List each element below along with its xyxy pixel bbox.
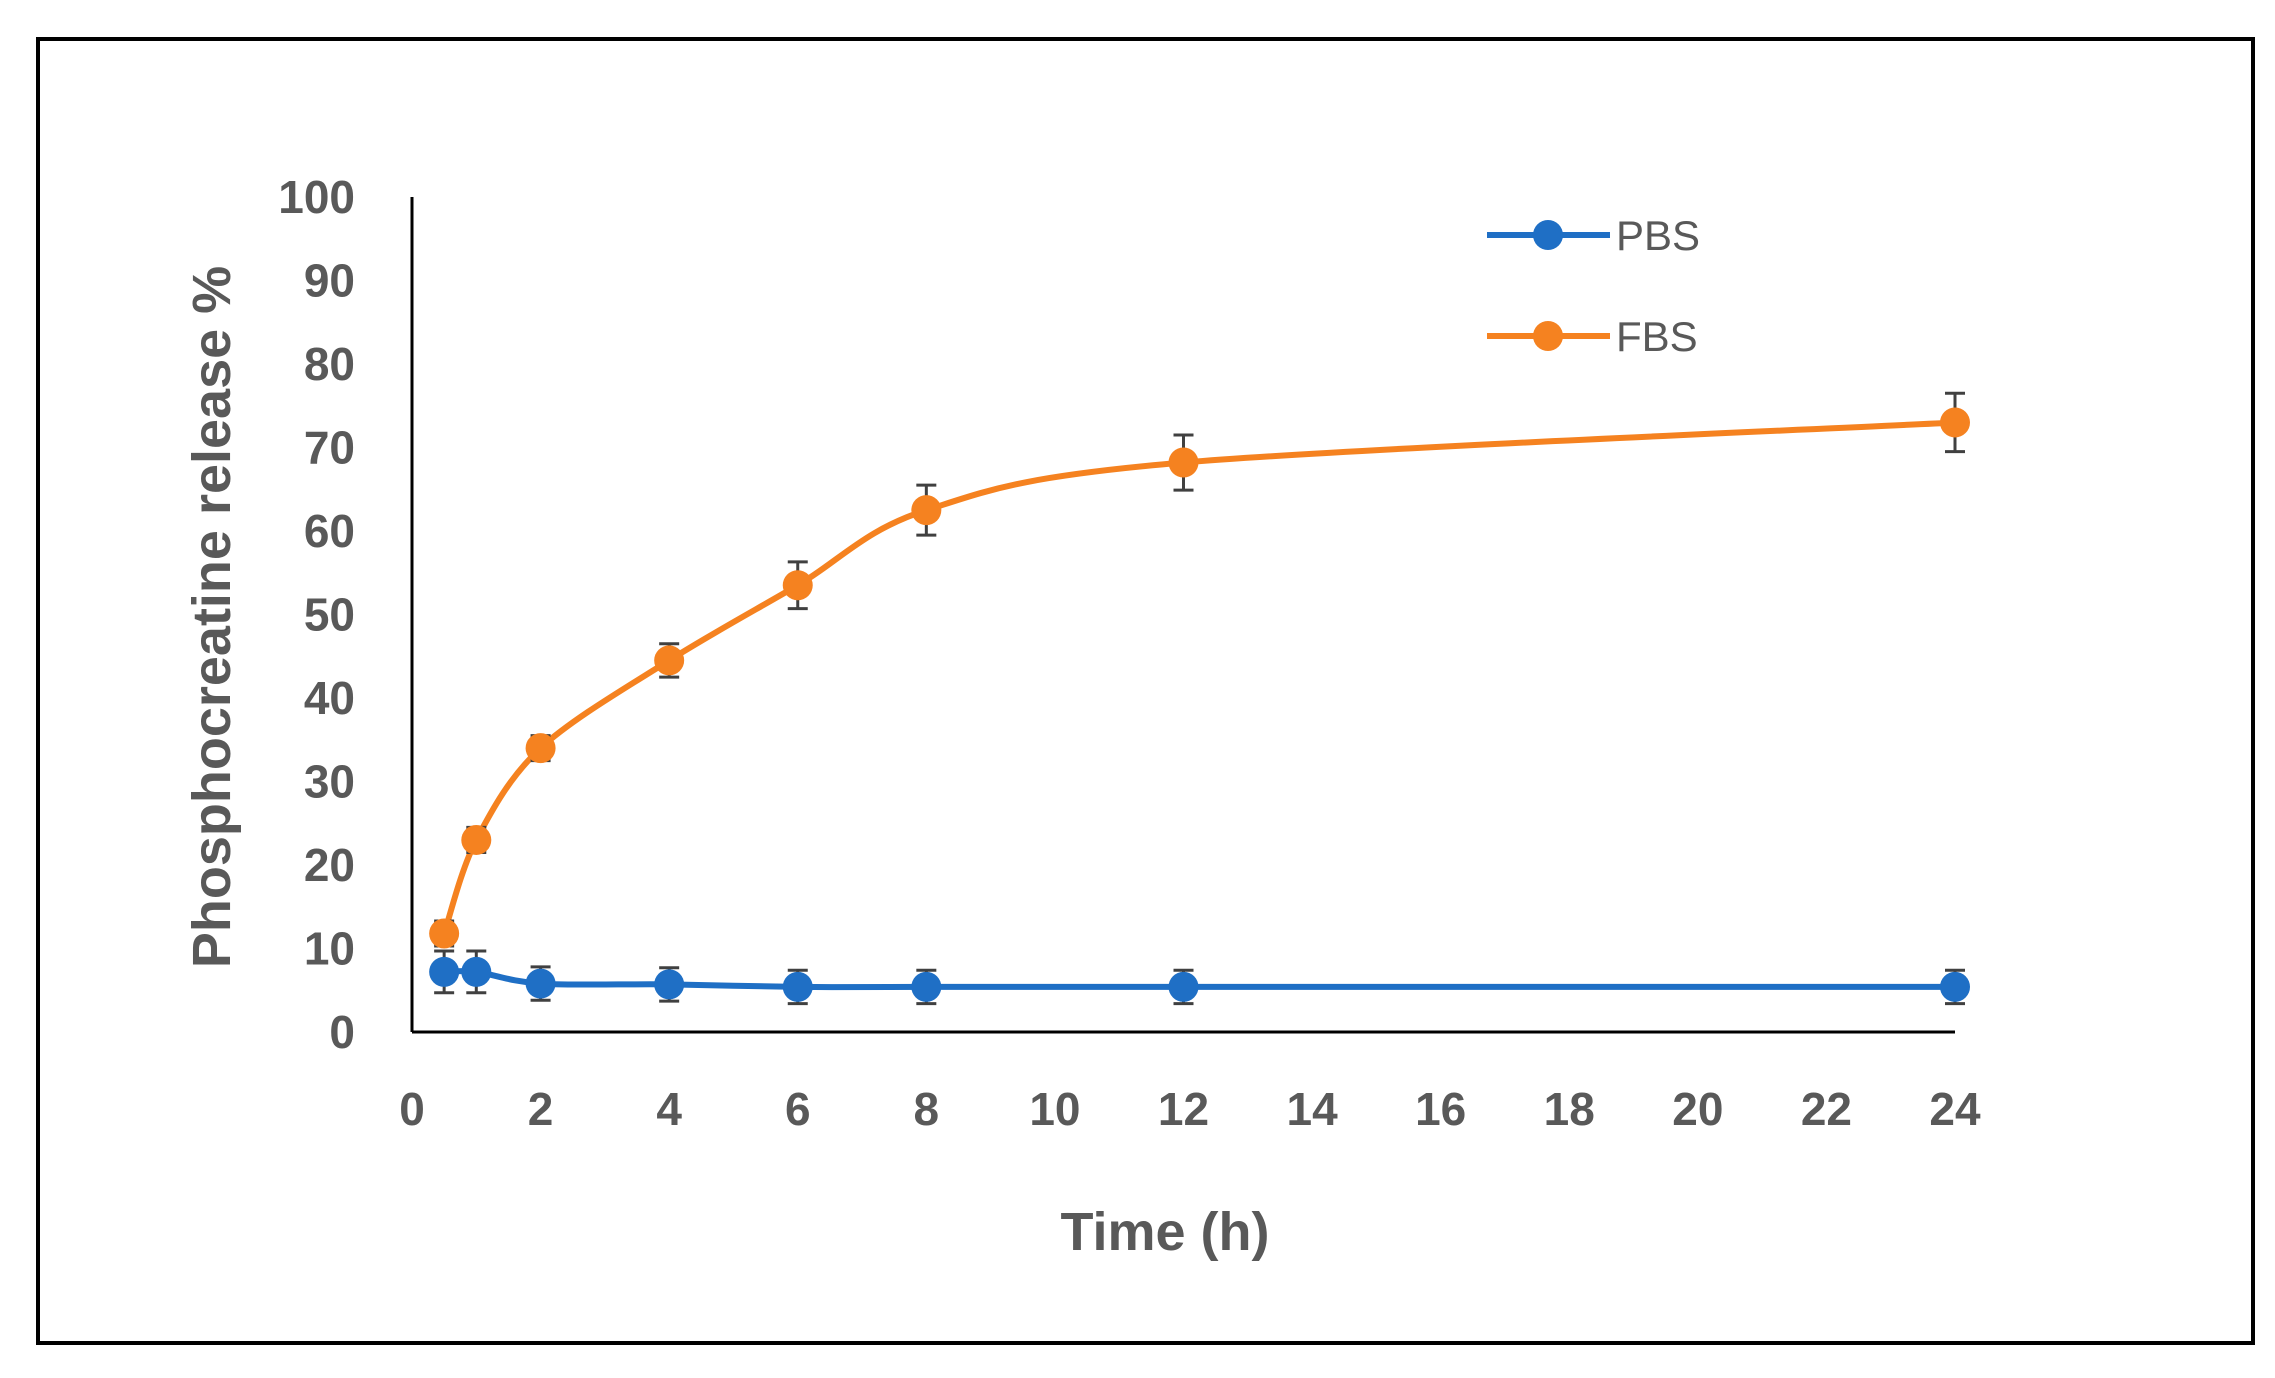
- pbs-data-point: [654, 969, 685, 1000]
- y-tick-label: 80: [304, 338, 355, 390]
- x-tick-label: 14: [1286, 1083, 1338, 1135]
- fbs-data-point: [1168, 447, 1199, 478]
- fbs-data-point: [429, 918, 460, 949]
- legend-swatch-marker: [1533, 220, 1563, 250]
- pbs-data-point: [525, 968, 556, 999]
- x-tick-label: 12: [1158, 1083, 1209, 1135]
- fbs-series-line: [441, 419, 1956, 935]
- pbs-data-point: [911, 971, 942, 1002]
- y-tick-labels: 0 10 20 30 40 50 60 70 80 90 100: [278, 171, 355, 1058]
- x-tick-label: 4: [656, 1083, 682, 1135]
- legend-item-fbs: FBS: [1487, 313, 1698, 360]
- fbs-data-point: [461, 824, 492, 855]
- y-tick-label: 20: [304, 839, 355, 891]
- y-tick-label: 30: [304, 756, 355, 808]
- x-tick-labels: 0 2 4 6 8 10 12 14 16 18 20 22 24: [399, 1083, 1981, 1135]
- x-tick-label: 0: [399, 1083, 425, 1135]
- legend-swatch-marker: [1533, 321, 1563, 351]
- legend: PBS FBS: [1487, 212, 1700, 360]
- pbs-series-points: [429, 949, 1970, 1006]
- x-tick-label: 2: [528, 1083, 554, 1135]
- y-tick-label: 10: [304, 923, 355, 975]
- x-tick-label: 6: [785, 1083, 811, 1135]
- x-tick-label: 8: [914, 1083, 940, 1135]
- x-tick-label: 18: [1544, 1083, 1595, 1135]
- y-tick-label: 0: [329, 1006, 355, 1058]
- y-tick-label: 40: [304, 672, 355, 724]
- x-tick-label: 20: [1672, 1083, 1723, 1135]
- pbs-data-point: [1168, 971, 1199, 1002]
- x-axis-title: Time (h): [1060, 1202, 1269, 1262]
- legend-item-pbs: PBS: [1487, 212, 1700, 259]
- pbs-data-point: [461, 956, 492, 987]
- legend-label: PBS: [1616, 212, 1700, 259]
- x-tick-label: 24: [1929, 1083, 1981, 1135]
- pbs-data-point: [782, 971, 813, 1002]
- y-tick-label: 70: [304, 422, 355, 474]
- figure-border: [36, 37, 2255, 1345]
- y-tick-label: 90: [304, 255, 355, 307]
- fbs-data-point: [654, 645, 685, 676]
- y-axis-title: Phosphocreatine release %: [182, 266, 242, 968]
- x-tick-label: 16: [1415, 1083, 1466, 1135]
- fbs-data-point: [525, 733, 556, 764]
- series-layer: [429, 391, 1970, 1006]
- pbs-data-point: [1940, 971, 1970, 1002]
- fbs-data-point: [911, 495, 942, 526]
- fbs-data-point: [782, 570, 813, 601]
- fbs-data-point: [1940, 407, 1970, 438]
- pbs-data-point: [429, 956, 460, 987]
- fbs-series-points: [429, 391, 1970, 949]
- x-tick-label: 10: [1029, 1083, 1080, 1135]
- axes: [410, 197, 1955, 1034]
- y-tick-label: 50: [304, 589, 355, 641]
- legend-label: FBS: [1616, 313, 1698, 360]
- y-tick-label: 100: [278, 171, 355, 223]
- x-tick-label: 22: [1801, 1083, 1852, 1135]
- y-tick-label: 60: [304, 505, 355, 557]
